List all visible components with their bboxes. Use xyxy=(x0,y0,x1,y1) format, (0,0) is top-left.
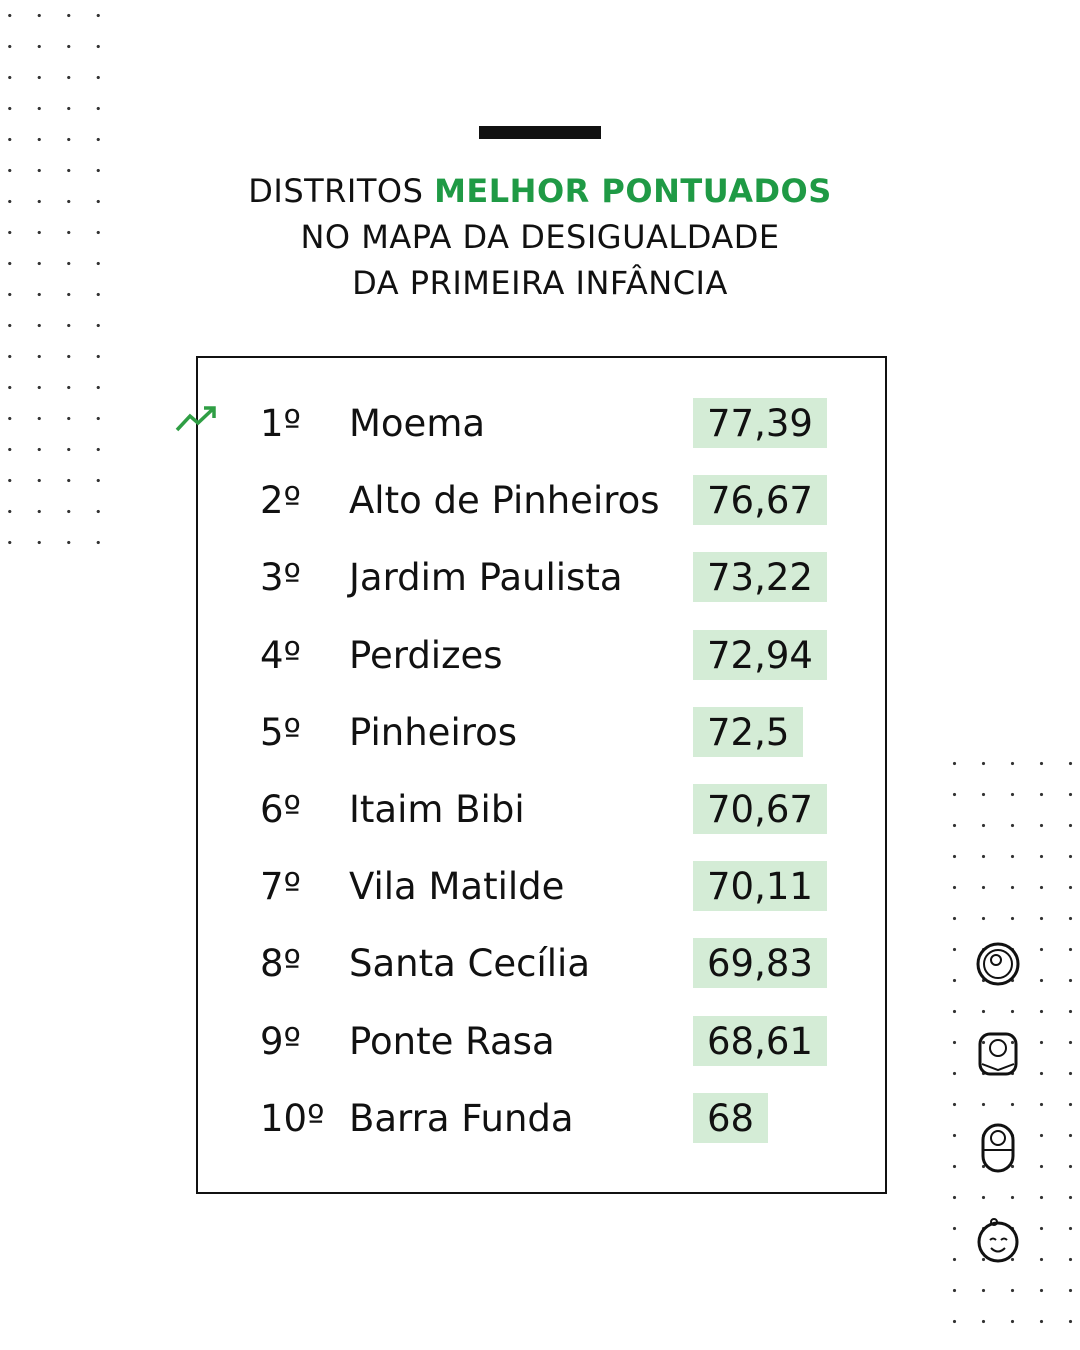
score: 70,67 xyxy=(693,784,827,834)
district-name: Vila Matilde xyxy=(349,865,565,909)
table-row: 2º Alto de Pinheiros 76,67 xyxy=(198,475,885,527)
table-row: 7º Vila Matilde 70,11 xyxy=(198,861,885,913)
district-name: Ponte Rasa xyxy=(349,1019,555,1063)
score: 73,22 xyxy=(693,552,827,603)
table-row: 8º Santa Cecília 69,83 xyxy=(198,938,885,990)
score: 72,94 xyxy=(693,629,827,680)
table-row: 3º Jardim Paulista 73,22 xyxy=(198,552,885,604)
table-row: 4º Perdizes 72,94 xyxy=(198,629,885,682)
dot-pattern xyxy=(0,0,115,570)
title-start: DISTRITOS xyxy=(248,172,424,210)
rank: 2º xyxy=(260,479,301,523)
table-row: 5º Pinheiros 72,5 xyxy=(198,706,885,759)
icon-baby-face xyxy=(977,1218,1019,1263)
score: 72,5 xyxy=(693,706,804,757)
district-name: Moema xyxy=(349,402,486,445)
score: 68 xyxy=(693,1092,769,1143)
rank: 6º xyxy=(260,788,301,831)
score: 77,39 xyxy=(693,398,827,448)
rank: 8º xyxy=(260,942,301,986)
accent-bar xyxy=(479,126,601,139)
score: 69,83 xyxy=(693,938,827,989)
icon-baby-globe xyxy=(976,942,1020,986)
rank: 3º xyxy=(260,556,301,600)
district-name: Barra Funda xyxy=(349,1096,574,1140)
table-row: 6º Itaim Bibi 70,67 xyxy=(198,784,885,836)
score: 70,11 xyxy=(693,861,827,912)
rank: 1º xyxy=(260,402,301,445)
dot-pattern xyxy=(940,748,1080,1350)
district-name: Santa Cecília xyxy=(349,942,591,986)
district-name: Perdizes xyxy=(349,633,503,677)
rank: 7º xyxy=(260,865,301,909)
score: 76,67 xyxy=(693,475,827,526)
district-name: Alto de Pinheiros xyxy=(349,479,660,523)
district-name: Pinheiros xyxy=(349,710,518,754)
district-name: Itaim Bibi xyxy=(349,788,525,831)
trend-icon xyxy=(175,406,216,432)
rank: 4º xyxy=(260,633,301,677)
rank: 10º xyxy=(260,1096,325,1140)
table-row: 1º Moema 77,39 xyxy=(198,398,885,450)
icon-baby-wrap xyxy=(978,1032,1018,1076)
rank: 5º xyxy=(260,710,301,754)
table-row: 10º Barra Funda 68 xyxy=(198,1092,885,1145)
table-row: 9º Ponte Rasa 68,61 xyxy=(198,1015,885,1068)
title-rest: NO MAPA DA DESIGUALDADE DA PRIMEIRA INFÂ… xyxy=(300,218,780,302)
title: DISTRITOS MELHOR PONTUADOS NO MAPA DA DE… xyxy=(190,168,890,306)
district-name: Jardim Paulista xyxy=(349,556,623,600)
ranking-table: 1º Moema 77,39 2º Alto de Pinheiros 76,67 3º Ja… xyxy=(196,356,887,1194)
icon-baby-swaddle xyxy=(981,1123,1015,1173)
rank: 9º xyxy=(260,1019,301,1063)
title-highlight: MELHOR PONTUADOS xyxy=(434,172,832,210)
score: 68,61 xyxy=(693,1015,827,1066)
